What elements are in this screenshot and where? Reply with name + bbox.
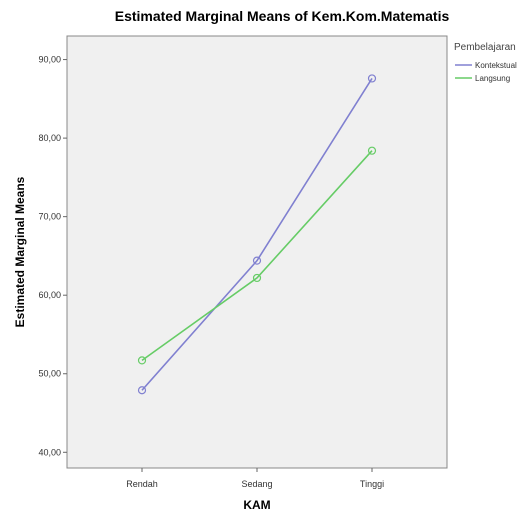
y-tick-label: 80,00 — [38, 133, 61, 143]
data-point-langsung — [137, 356, 147, 365]
chart-title: Estimated Marginal Means of Kem.Kom.Mate… — [115, 8, 450, 24]
x-tick-label: Rendah — [126, 479, 158, 489]
data-point-langsung — [367, 146, 377, 155]
x-tick-label: Tinggi — [360, 479, 384, 489]
legend: Pembelajaran Kontekstual Langsung — [454, 42, 517, 83]
legend-label: Langsung — [475, 74, 510, 83]
legend-title: Pembelajaran — [454, 42, 516, 53]
legend-label: Kontekstual — [475, 61, 517, 70]
data-point-kontekstual — [137, 386, 147, 395]
x-tick-label: Sedang — [241, 479, 272, 489]
y-tick-label: 50,00 — [38, 369, 61, 379]
y-axis-label: Estimated Marginal Means — [13, 176, 27, 327]
x-axis-label: KAM — [243, 498, 270, 512]
series-line-kontekstual — [141, 77, 373, 391]
x-axis: Rendah Sedang Tinggi — [126, 468, 384, 489]
data-point-kontekstual — [252, 256, 262, 265]
data-point-langsung — [252, 273, 262, 283]
plot-area — [66, 35, 448, 469]
series-line-langsung — [141, 150, 373, 362]
y-tick-label: 40,00 — [38, 447, 61, 457]
y-axis: 40,00 50,00 60,00 70,00 80,00 90,00 — [38, 55, 67, 457]
y-tick-label: 90,00 — [38, 55, 61, 65]
y-tick-label: 60,00 — [38, 290, 61, 300]
data-point-kontekstual — [367, 74, 377, 83]
y-tick-label: 70,00 — [38, 212, 61, 222]
series-layer — [137, 74, 377, 395]
